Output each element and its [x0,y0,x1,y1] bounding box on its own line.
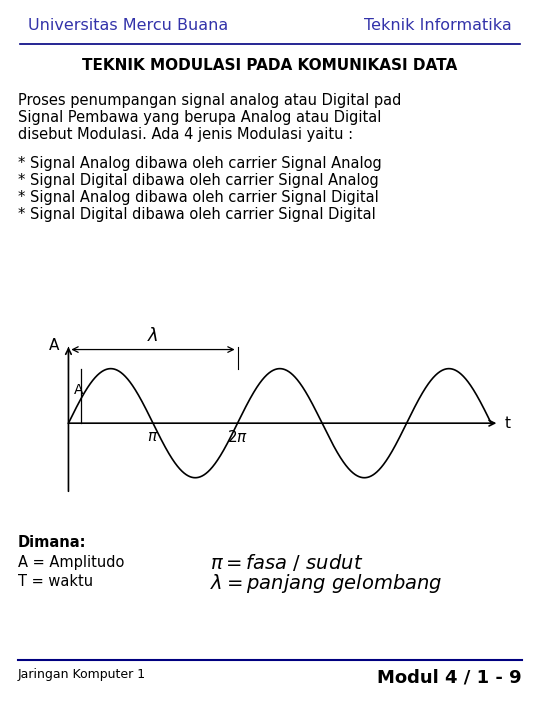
Text: A: A [49,338,59,354]
Text: t: t [504,415,511,431]
Text: Proses penumpangan signal analog atau Digital pad: Proses penumpangan signal analog atau Di… [18,93,401,108]
Text: $\lambda$: $\lambda$ [147,327,159,345]
Text: disebut Modulasi. Ada 4 jenis Modulasi yaitu :: disebut Modulasi. Ada 4 jenis Modulasi y… [18,127,353,142]
Text: Universitas Mercu Buana: Universitas Mercu Buana [28,18,228,33]
Text: A: A [75,384,84,397]
Text: $2\pi$: $2\pi$ [227,428,248,445]
Text: * Signal Digital dibawa oleh carrier Signal Analog: * Signal Digital dibawa oleh carrier Sig… [18,173,379,188]
Text: $\pi = fasa\ /\ sudut$: $\pi = fasa\ /\ sudut$ [210,552,363,573]
Text: Modul 4 / 1 - 9: Modul 4 / 1 - 9 [377,668,522,686]
Text: $\pi$: $\pi$ [147,428,159,444]
Text: $\lambda = panjang\ gelombang$: $\lambda = panjang\ gelombang$ [210,572,442,595]
Text: TEKNIK MODULASI PADA KOMUNIKASI DATA: TEKNIK MODULASI PADA KOMUNIKASI DATA [83,58,457,73]
Text: * Signal Digital dibawa oleh carrier Signal Digital: * Signal Digital dibawa oleh carrier Sig… [18,207,376,222]
Text: Dimana:: Dimana: [18,535,86,550]
Text: Teknik Informatika: Teknik Informatika [364,18,512,33]
Text: * Signal Analog dibawa oleh carrier Signal Analog: * Signal Analog dibawa oleh carrier Sign… [18,156,382,171]
Text: * Signal Analog dibawa oleh carrier Signal Digital: * Signal Analog dibawa oleh carrier Sign… [18,190,379,205]
Text: A = Amplitudo: A = Amplitudo [18,555,124,570]
Text: Jaringan Komputer 1: Jaringan Komputer 1 [18,668,146,681]
Text: T = waktu: T = waktu [18,574,93,589]
Text: Signal Pembawa yang berupa Analog atau Digital: Signal Pembawa yang berupa Analog atau D… [18,110,381,125]
